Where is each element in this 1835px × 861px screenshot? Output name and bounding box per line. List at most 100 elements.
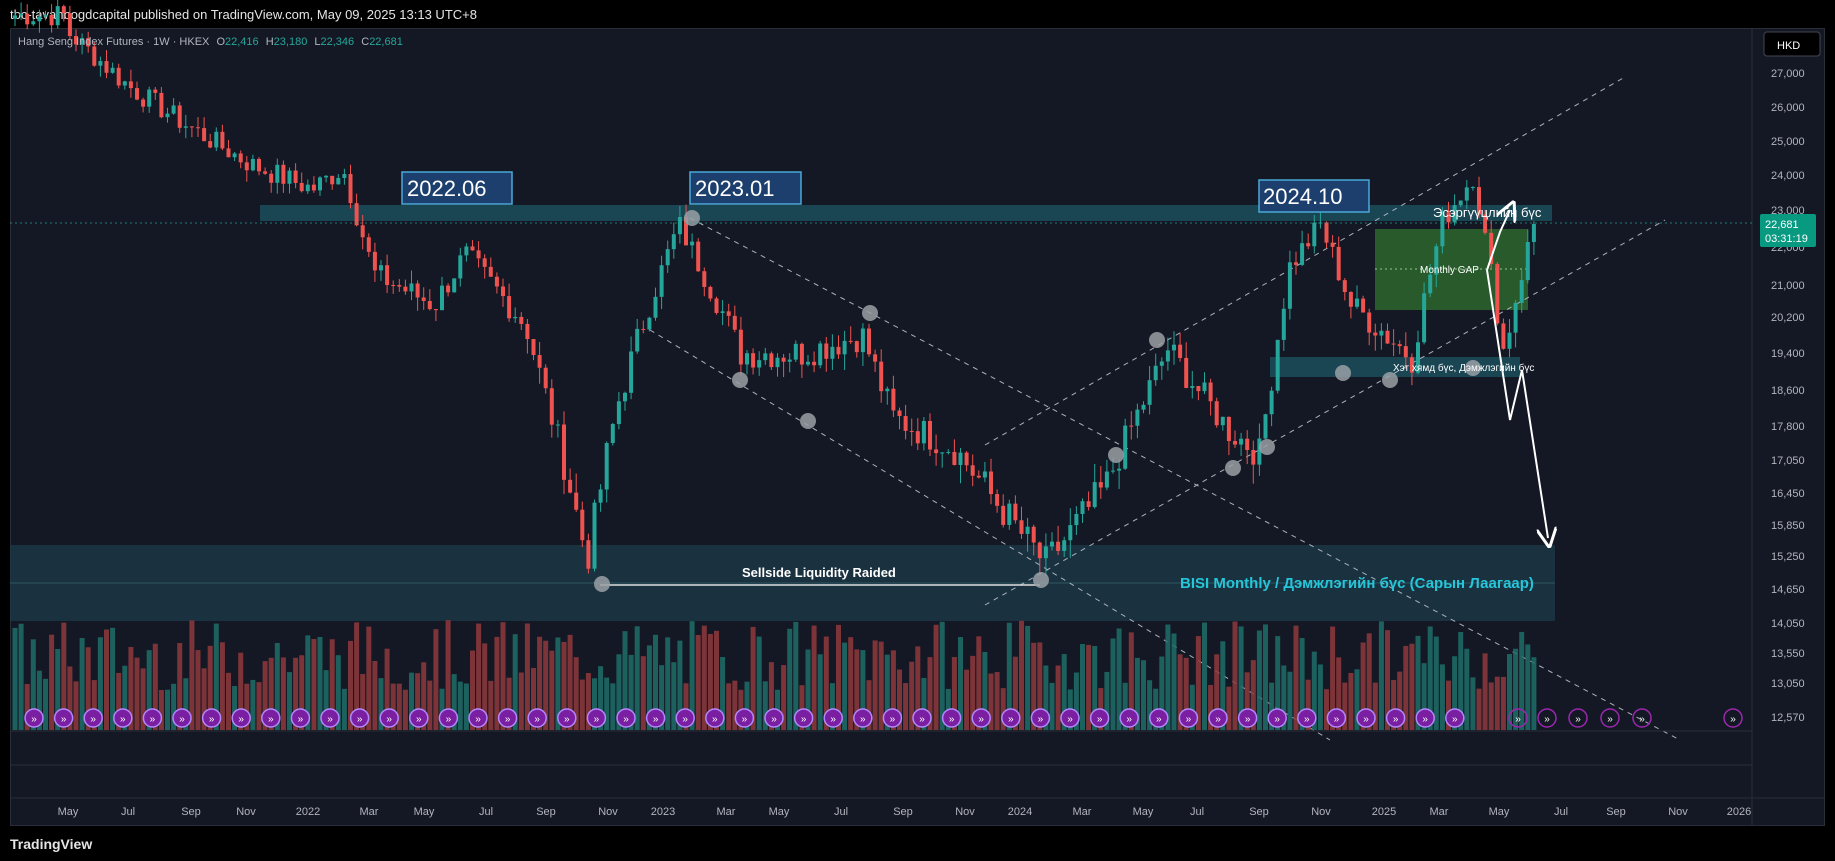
sellside-label: Sellside Liquidity Raided: [742, 565, 896, 580]
projection-arrows: [1486, 210, 1548, 538]
event-marker-glyph: »: [150, 714, 156, 725]
candle-body: [421, 297, 426, 301]
volume-bar: [640, 656, 646, 730]
volume-bar: [1183, 657, 1189, 730]
candle-body: [1092, 482, 1097, 508]
price-axis[interactable]: 27,00026,00025,00024,00023,00022,00021,0…: [1771, 68, 1805, 724]
candle-body: [214, 131, 219, 148]
bisi-label: BISI Monthly / Дэмжлэгийн бүс (Сарын Лаа…: [1180, 575, 1534, 592]
candle-body: [1367, 312, 1372, 333]
time-tick-label: Nov: [1311, 806, 1331, 818]
volume-bar: [1159, 656, 1165, 730]
candle-body: [220, 131, 225, 149]
volume-bar: [1305, 679, 1311, 730]
candle-body: [781, 357, 786, 362]
price-tick-label: 15,250: [1771, 551, 1805, 563]
volume-bar: [1171, 633, 1177, 730]
volume-bar: [781, 665, 787, 730]
volume-bar: [994, 672, 1000, 730]
candle-body: [787, 359, 792, 362]
candle-body: [1165, 350, 1170, 362]
volume-bar: [1080, 644, 1085, 730]
volume-bar: [1336, 657, 1342, 730]
candle-body: [1086, 501, 1091, 508]
candle-body: [1434, 246, 1439, 275]
volume-bar: [707, 634, 713, 730]
currency-button[interactable]: HKD: [1763, 31, 1821, 57]
volume-bar: [573, 657, 579, 730]
candle-body: [1269, 390, 1274, 415]
candle-body: [537, 355, 542, 368]
volume-bar: [1165, 624, 1171, 730]
volume-bar: [360, 673, 366, 730]
volume-bar: [890, 650, 896, 730]
label-2022: 2022.06: [401, 171, 513, 205]
volume-bar: [1128, 632, 1134, 730]
candle-body: [318, 177, 322, 191]
candle-body: [1263, 414, 1268, 439]
candle-body: [293, 170, 298, 183]
candle-body: [202, 128, 207, 142]
candle-body: [891, 388, 896, 411]
last-price-tag: 22,681 03:31:19: [1760, 214, 1816, 247]
price-tick-label: 14,050: [1771, 618, 1805, 630]
volume-bar: [1226, 686, 1232, 730]
candle-body: [659, 265, 664, 297]
candle-body: [757, 360, 762, 368]
event-marker: [83, 708, 103, 728]
candle-body: [342, 174, 347, 178]
volume-bar: [1421, 663, 1427, 730]
volume-bar: [439, 688, 445, 730]
footer: TradingView: [0, 826, 1835, 861]
volume-bar: [695, 634, 701, 730]
candle-body: [543, 367, 548, 389]
volume-bar: [823, 636, 829, 730]
volume-bar: [1513, 648, 1519, 730]
volume-bar: [323, 670, 329, 730]
event-marker-glyph: »: [623, 714, 629, 725]
volume-bar: [836, 624, 841, 730]
volume-bar: [262, 661, 268, 730]
volume-bar: [1324, 689, 1329, 730]
time-axis[interactable]: May Jul Sep Nov 2022 Mar May Jul Sep Nov 2023 Mar Ma…: [58, 806, 1752, 818]
event-marker: [941, 708, 962, 728]
candle-body: [37, 16, 42, 22]
candle-body: [324, 175, 329, 178]
candle-body: [1397, 344, 1402, 347]
volume-bar: [1214, 654, 1220, 730]
event-marker-glyph: »: [919, 714, 925, 725]
candle-body: [330, 175, 335, 185]
volume-bar: [24, 683, 30, 730]
volume-bar: [1256, 630, 1262, 730]
event-marker-glyph: »: [446, 714, 452, 725]
volume-bar: [921, 677, 927, 730]
event-marker-glyph: »: [1639, 714, 1645, 725]
volume-bar: [201, 668, 207, 730]
volume-bar: [451, 674, 457, 730]
price-tick-label: 21,000: [1771, 280, 1805, 292]
volume-bar: [1281, 665, 1287, 730]
candle-body: [763, 353, 768, 361]
candle-body: [1245, 438, 1250, 450]
event-marker: [1208, 708, 1228, 728]
volume-bar: [1141, 660, 1146, 730]
volume-bar: [341, 688, 347, 730]
event-marker: [793, 708, 814, 728]
candle-body: [433, 309, 438, 311]
time-tick-label: 2024: [1008, 806, 1032, 818]
candle-body: [1190, 385, 1195, 388]
tradingview-logo[interactable]: TradingView: [10, 836, 93, 852]
candle-body: [531, 339, 536, 356]
candle-body: [867, 328, 871, 355]
candle-body: [799, 343, 804, 365]
volume-bar: [494, 636, 500, 730]
volume-bar: [1025, 625, 1031, 730]
volume-bar: [585, 673, 591, 730]
volume-bar: [293, 657, 299, 730]
event-marker: [24, 708, 44, 728]
candle-body: [726, 311, 731, 316]
volume-bar: [116, 672, 122, 730]
volume-bar: [1269, 682, 1275, 730]
event-marker: [113, 708, 133, 728]
